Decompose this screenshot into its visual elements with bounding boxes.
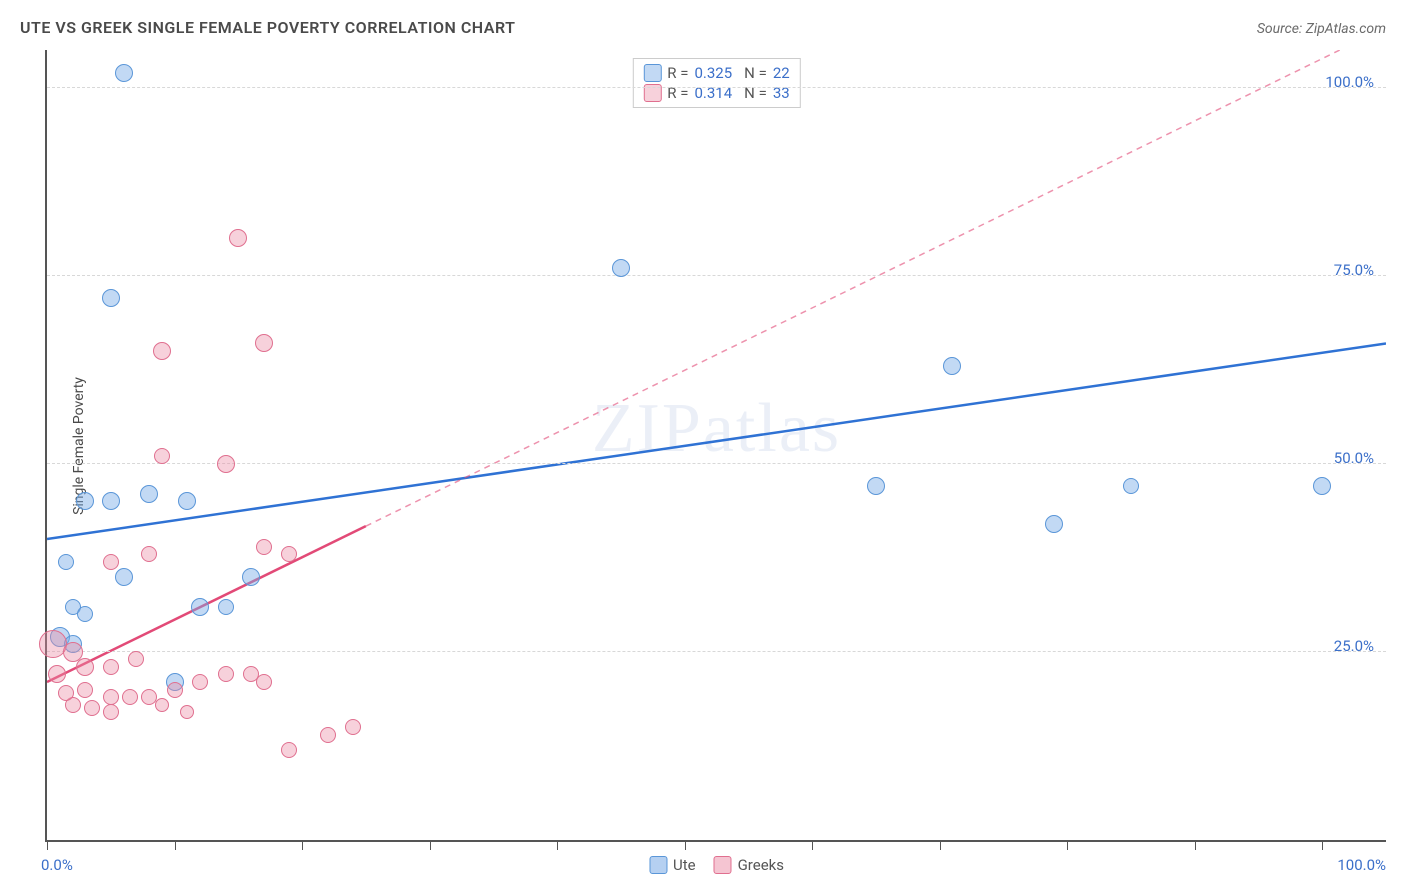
greeks-point	[58, 685, 74, 701]
x-tick	[812, 840, 813, 850]
y-tick-label: 25.0%	[1334, 637, 1374, 655]
ute-point	[102, 492, 120, 510]
greeks-point	[103, 689, 119, 705]
greeks-point	[180, 705, 194, 719]
ute-point	[115, 568, 133, 586]
legend-swatch	[714, 856, 732, 874]
greeks-point	[48, 665, 66, 683]
x-tick	[430, 840, 431, 850]
x-tick	[1067, 840, 1068, 850]
greeks-point	[103, 554, 119, 570]
greeks-point	[255, 334, 273, 352]
greeks-point	[154, 448, 170, 464]
legend-row-ute: R = 0.325 N = 22	[643, 63, 789, 83]
greeks-point	[76, 658, 94, 676]
legend-n-label: N =	[744, 64, 767, 82]
greeks-point	[218, 666, 234, 682]
x-tick-label: 100.0%	[1337, 856, 1386, 874]
greeks-point	[77, 682, 93, 698]
greeks-point	[192, 674, 208, 690]
legend-n-value: 22	[773, 64, 790, 82]
watermark-text: ZIPatlas	[592, 389, 841, 469]
correlation-legend: R =0.325N =22R =0.314N =33	[632, 58, 800, 108]
greeks-point	[256, 539, 272, 555]
x-tick	[685, 840, 686, 850]
ute-point	[191, 598, 209, 616]
y-tick-label: 100.0%	[1325, 73, 1374, 91]
y-tick-label: 75.0%	[1334, 261, 1374, 279]
x-tick	[940, 840, 941, 850]
greeks-point	[217, 455, 235, 473]
legend-swatch	[649, 856, 667, 874]
x-tick	[1322, 840, 1323, 850]
ute-point	[943, 357, 961, 375]
ute-trend-line	[47, 343, 1386, 539]
grid-line	[47, 275, 1386, 276]
legend-item-ute: Ute	[649, 856, 696, 874]
ute-point	[58, 554, 74, 570]
ute-point	[242, 568, 260, 586]
ute-point	[102, 289, 120, 307]
ute-point	[612, 259, 630, 277]
series-legend: Ute Greeks	[649, 856, 784, 874]
greeks-point	[320, 727, 336, 743]
ute-point	[1045, 515, 1063, 533]
greeks-point	[345, 719, 361, 735]
x-tick	[302, 840, 303, 850]
greeks-trend-extrapolation	[366, 50, 1386, 526]
legend-r-label: R =	[667, 64, 688, 82]
ute-point	[1313, 477, 1331, 495]
x-tick-label: 0.0%	[41, 856, 73, 874]
greeks-point	[167, 682, 183, 698]
ute-point	[140, 485, 158, 503]
ute-point	[77, 606, 93, 622]
greeks-point	[155, 698, 169, 712]
greeks-point	[84, 700, 100, 716]
x-tick	[47, 840, 48, 850]
greeks-point	[281, 742, 297, 758]
greeks-point	[281, 546, 297, 562]
scatter-plot-area: ZIPatlas R =0.325N =22R =0.314N =33 UteG…	[45, 50, 1386, 842]
greeks-point	[141, 546, 157, 562]
x-tick	[1195, 840, 1196, 850]
x-tick	[557, 840, 558, 850]
legend-item-greeks: Greeks	[714, 856, 784, 874]
greeks-point	[103, 704, 119, 720]
grid-line	[47, 87, 1386, 88]
legend-r-value: 0.325	[694, 64, 732, 82]
x-tick	[175, 840, 176, 850]
greeks-point	[103, 659, 119, 675]
ute-point	[76, 492, 94, 510]
legend-swatch	[643, 64, 661, 82]
grid-line	[47, 463, 1386, 464]
legend-label: Ute	[673, 856, 696, 874]
greeks-point	[122, 689, 138, 705]
legend-label: Greeks	[738, 856, 784, 874]
greeks-point	[128, 651, 144, 667]
ute-point	[218, 599, 234, 615]
greeks-point	[229, 229, 247, 247]
greeks-point	[153, 342, 171, 360]
ute-point	[115, 64, 133, 82]
ute-point	[1123, 478, 1139, 494]
ute-point	[178, 492, 196, 510]
greeks-point	[256, 674, 272, 690]
grid-line	[47, 651, 1386, 652]
chart-title: UTE VS GREEK SINGLE FEMALE POVERTY CORRE…	[20, 18, 515, 37]
source-attribution: Source: ZipAtlas.com	[1257, 21, 1386, 37]
y-tick-label: 50.0%	[1334, 449, 1374, 467]
ute-point	[867, 477, 885, 495]
